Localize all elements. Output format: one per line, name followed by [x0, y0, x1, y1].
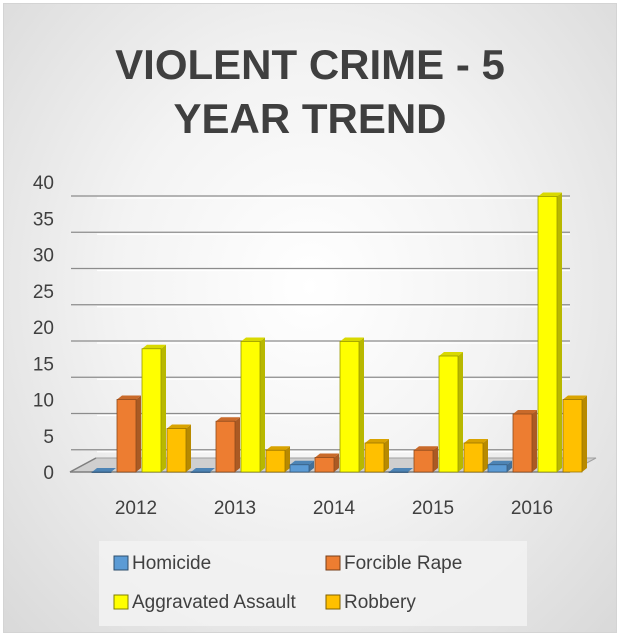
y-tick-label: 40	[33, 173, 54, 194]
x-tick-label: 2012	[115, 498, 157, 519]
chart-area: VIOLENT CRIME - 5 YEAR TREND 0 5 10 15 20 25 3…	[3, 3, 617, 633]
bar-top	[191, 468, 215, 472]
legend-label: Forcible Rape	[344, 553, 462, 574]
bar-side	[557, 192, 562, 472]
chart-title-line-1: VIOLENT CRIME - 5	[115, 41, 505, 88]
bar-forcible-rape-2015	[413, 449, 434, 473]
bar-top	[439, 352, 463, 356]
bar-aggravated-assault-2014	[339, 341, 360, 473]
bar-side	[235, 417, 240, 472]
bar-homicide-2016	[487, 464, 508, 473]
bar-top	[216, 417, 240, 422]
bar-top	[241, 337, 265, 342]
legend-label: Robbery	[344, 592, 416, 613]
y-tick-label: 10	[33, 391, 54, 412]
bar-forcible-rape-2016	[512, 413, 533, 473]
legend-swatch	[325, 555, 341, 571]
bar-side	[384, 439, 389, 472]
bar-top	[266, 446, 290, 451]
bar-homicide-2013	[190, 471, 211, 473]
bar-side	[309, 460, 314, 472]
bar-top	[488, 460, 512, 465]
bar-side	[458, 352, 463, 472]
chart-title: VIOLENT CRIME - 5 YEAR TREND	[4, 38, 616, 146]
bar-top	[389, 468, 413, 472]
bar-top	[92, 468, 116, 472]
bar-side	[260, 337, 265, 472]
legend-swatch	[325, 594, 341, 610]
y-tick-label: 0	[43, 463, 54, 484]
legend-swatch	[113, 594, 129, 610]
bar-top	[538, 192, 562, 197]
bar-top	[167, 424, 191, 429]
y-tick-label: 20	[33, 318, 54, 339]
y-tick-label: 30	[33, 246, 54, 267]
y-tick-label: 5	[43, 427, 54, 448]
x-tick-label: 2013	[214, 498, 256, 519]
bar-top	[563, 395, 587, 400]
bar-top	[414, 446, 438, 451]
bar-side	[507, 460, 512, 472]
bar-side	[161, 344, 166, 472]
chart-title-line-2: YEAR TREND	[173, 95, 447, 142]
bar-robbery-2014	[364, 442, 385, 473]
bar-side	[285, 446, 290, 472]
bar-forcible-rape-2014	[314, 457, 335, 473]
y-tick-label: 15	[33, 354, 54, 375]
legend-label: Aggravated Assault	[132, 592, 296, 613]
bar-side	[532, 410, 537, 472]
legend-box	[99, 541, 527, 626]
bar-top	[117, 395, 141, 400]
bar-aggravated-assault-2012	[141, 348, 162, 473]
legend-swatch	[113, 555, 129, 571]
bar-aggravated-assault-2016	[537, 196, 558, 473]
bar-homicide-2012	[91, 471, 112, 473]
y-axis-depth-line	[69, 457, 97, 473]
bar-top	[513, 410, 537, 414]
bar-robbery-2016	[562, 399, 583, 473]
x-tick-label: 2016	[511, 498, 553, 519]
x-tick-label: 2014	[313, 498, 356, 519]
bar-side	[433, 446, 438, 472]
bar-side	[186, 424, 191, 472]
bar-top	[142, 344, 166, 349]
bar-robbery-2012	[166, 428, 187, 473]
bar-side	[359, 337, 364, 472]
bar-side	[136, 395, 141, 472]
bar-top	[365, 439, 389, 443]
bar-forcible-rape-2013	[215, 420, 236, 473]
bar-side	[334, 453, 339, 472]
bar-top	[340, 337, 364, 342]
bar-aggravated-assault-2013	[240, 341, 261, 473]
bar-forcible-rape-2012	[116, 399, 137, 473]
y-tick-label: 35	[33, 209, 54, 230]
bar-top	[290, 460, 314, 465]
legend-label: Homicide	[132, 553, 211, 574]
bar-robbery-2015	[463, 442, 484, 473]
bar-homicide-2015	[388, 471, 409, 473]
bar-aggravated-assault-2015	[438, 355, 459, 473]
bar-chart: 0 5 10 15 20 25 30 35 40 2012 2013 2014 2015 2016 Homi…	[33, 173, 597, 626]
bar-top	[464, 439, 488, 443]
bar-side	[483, 439, 488, 472]
bar-top	[315, 453, 339, 458]
x-tick-label: 2015	[412, 498, 454, 519]
bar-side	[582, 395, 587, 472]
bar-robbery-2013	[265, 449, 286, 473]
y-tick-label: 25	[33, 282, 54, 303]
bar-homicide-2014	[289, 464, 310, 473]
